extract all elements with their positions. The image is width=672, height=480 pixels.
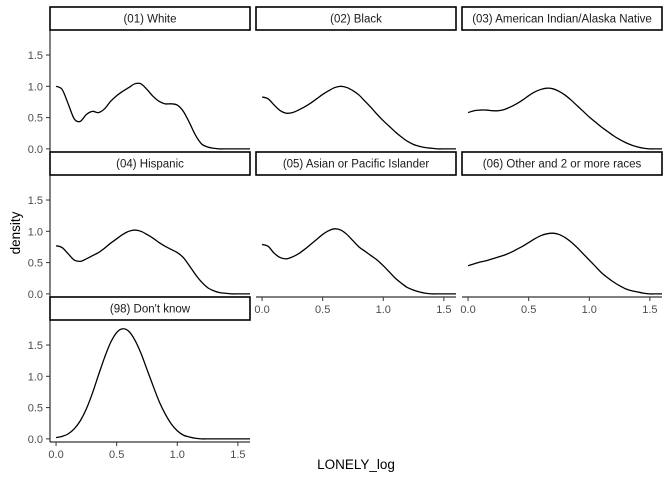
panels-layer: (01) White 0.0 0.5 1.0 1.5 (02) Black (03) Ame… xyxy=(28,6,663,461)
x-tick-label: 1.0 xyxy=(582,304,597,316)
y-tick-label: 1.0 xyxy=(28,226,43,238)
y-tick-label: 0.5 xyxy=(28,403,43,415)
x-axis-title: LONELY_log xyxy=(317,457,395,472)
y-tick-label: 1.5 xyxy=(28,195,43,207)
x-tick-label: 1.5 xyxy=(642,304,657,316)
x-tick-label: 0.5 xyxy=(315,304,330,316)
facet-strip-label: (03) American Indian/Alaska Native xyxy=(472,14,652,26)
x-tick-label: 0.5 xyxy=(109,449,124,461)
facet-panel: (01) White 0.0 0.5 1.0 1.5 xyxy=(28,6,251,156)
x-tick-label: 1.5 xyxy=(436,304,451,316)
facet-strip xyxy=(255,6,457,31)
y-axis-title: density xyxy=(8,211,23,254)
facet-strip-label: (06) Other and 2 or more races xyxy=(483,159,642,171)
y-tick-label: 0.0 xyxy=(28,289,43,301)
facet-panel: (05) Asian or Pacific Islander 0.0 0.5 1.0 1… xyxy=(254,151,457,316)
x-tick-label: 0.0 xyxy=(254,304,269,316)
facet-strip xyxy=(255,151,457,176)
facet-panel: (06) Other and 2 or more races 0.0 0.5 1.0 1… xyxy=(460,151,663,316)
facet-panel: (04) Hispanic 0.0 0.5 1.0 1.5 xyxy=(28,151,251,301)
x-tick-label: 0.0 xyxy=(460,304,475,316)
y-tick-label: 0.0 xyxy=(28,434,43,446)
y-tick-label: 1.0 xyxy=(28,81,43,93)
y-tick-label: 1.0 xyxy=(28,371,43,383)
facet-panel: (98) Don't know 0.0 0.5 1.0 1.5 0.0 0.5 1.0 1.5 xyxy=(28,296,251,461)
facet-strip-label: (02) Black xyxy=(330,14,382,26)
density-line xyxy=(55,229,250,295)
facet-strip xyxy=(461,151,663,176)
facet-strip-label: (01) White xyxy=(123,14,176,26)
density-line xyxy=(55,82,250,150)
facet-strip-label: (04) Hispanic xyxy=(116,159,184,171)
facet-panel: (03) American Indian/Alaska Native xyxy=(461,6,663,153)
density-line xyxy=(261,85,456,150)
facet-strip xyxy=(461,6,663,31)
density-line xyxy=(261,228,456,295)
x-tick-label: 1.0 xyxy=(376,304,391,316)
y-tick-label: 0.5 xyxy=(28,113,43,125)
density-line xyxy=(467,87,662,150)
y-tick-label: 0.5 xyxy=(28,258,43,270)
x-tick-label: 1.0 xyxy=(170,449,185,461)
density-line xyxy=(55,328,250,440)
x-tick-label: 0.0 xyxy=(48,449,63,461)
x-tick-label: 1.5 xyxy=(230,449,245,461)
x-tick-label: 0.5 xyxy=(521,304,536,316)
facet-strip-label: (98) Don't know xyxy=(110,304,191,316)
y-tick-label: 1.5 xyxy=(28,340,43,352)
facet-strip xyxy=(49,6,251,31)
facet-strip xyxy=(49,151,251,176)
facet-strip xyxy=(49,296,251,321)
facet-strip-label: (05) Asian or Pacific Islander xyxy=(283,159,430,171)
density-line xyxy=(467,232,662,295)
y-tick-label: 0.0 xyxy=(28,144,43,156)
y-tick-label: 1.5 xyxy=(28,50,43,62)
facet-panel: (02) Black xyxy=(255,6,457,153)
